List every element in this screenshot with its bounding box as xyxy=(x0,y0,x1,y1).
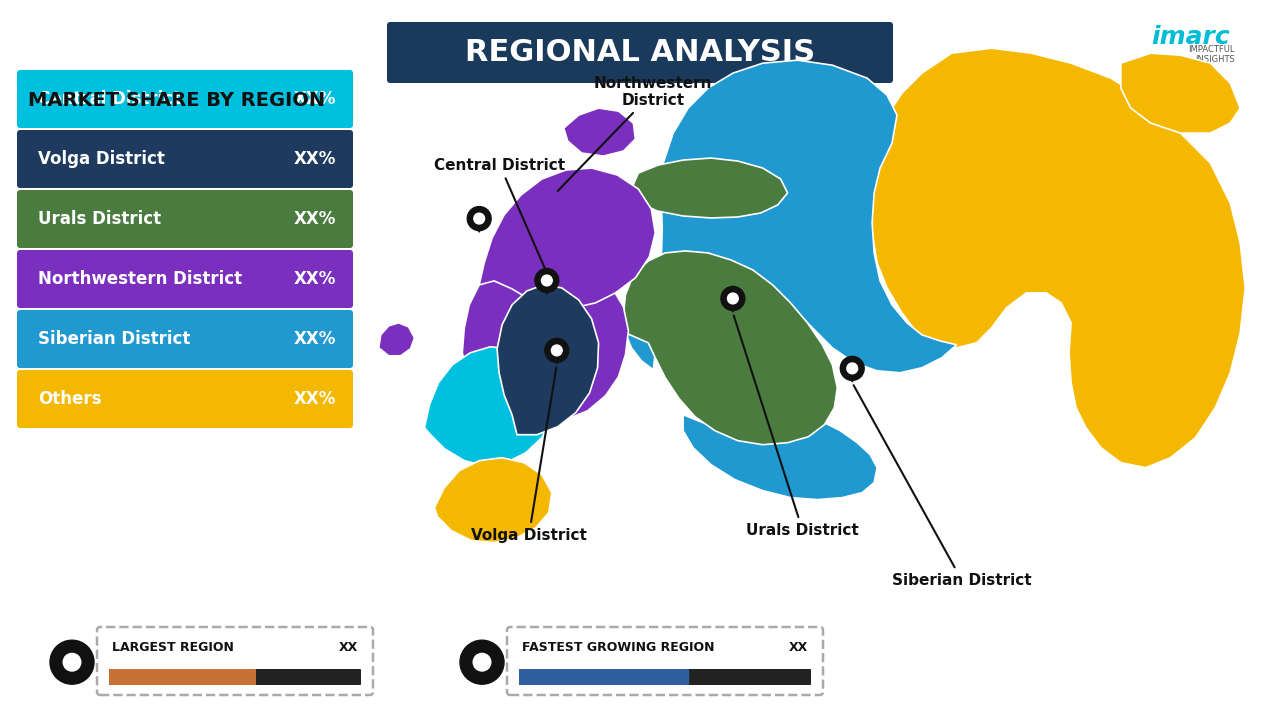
Polygon shape xyxy=(548,351,566,365)
FancyBboxPatch shape xyxy=(17,310,353,368)
Text: Central District: Central District xyxy=(434,158,566,270)
Circle shape xyxy=(847,363,858,374)
Polygon shape xyxy=(684,408,877,500)
Text: XX%: XX% xyxy=(293,90,335,108)
Circle shape xyxy=(474,213,485,224)
Circle shape xyxy=(50,640,93,684)
Text: XX%: XX% xyxy=(293,150,335,168)
FancyBboxPatch shape xyxy=(518,669,689,685)
FancyBboxPatch shape xyxy=(17,130,353,188)
Polygon shape xyxy=(470,220,489,233)
Circle shape xyxy=(721,287,745,310)
Polygon shape xyxy=(538,282,557,295)
Polygon shape xyxy=(631,158,787,218)
Text: MARKET SHARE BY REGION: MARKET SHARE BY REGION xyxy=(28,91,325,109)
Circle shape xyxy=(541,275,552,286)
Text: IMPACTFUL
INSIGHTS: IMPACTFUL INSIGHTS xyxy=(1189,45,1235,64)
FancyBboxPatch shape xyxy=(109,669,256,685)
Polygon shape xyxy=(467,665,498,682)
Text: Central District: Central District xyxy=(38,90,182,108)
Polygon shape xyxy=(872,48,1245,468)
Polygon shape xyxy=(563,108,635,156)
FancyBboxPatch shape xyxy=(387,22,893,83)
Text: REGIONAL ANALYSIS: REGIONAL ANALYSIS xyxy=(465,38,815,67)
Text: XX: XX xyxy=(788,641,808,654)
Circle shape xyxy=(474,654,490,671)
FancyBboxPatch shape xyxy=(17,70,353,128)
Text: XX%: XX% xyxy=(293,390,335,408)
Circle shape xyxy=(552,345,562,356)
Polygon shape xyxy=(462,255,628,423)
Polygon shape xyxy=(723,300,742,313)
Circle shape xyxy=(545,338,568,362)
Circle shape xyxy=(840,356,864,380)
Text: Siberian District: Siberian District xyxy=(854,385,1032,588)
Circle shape xyxy=(727,293,739,304)
Polygon shape xyxy=(434,458,552,543)
Text: Others: Others xyxy=(38,390,101,408)
Text: Siberian District: Siberian District xyxy=(38,330,191,348)
Polygon shape xyxy=(379,323,415,356)
Polygon shape xyxy=(623,251,837,445)
Polygon shape xyxy=(623,60,956,373)
Text: Volga District: Volga District xyxy=(38,150,165,168)
Text: XX%: XX% xyxy=(293,210,335,228)
Text: XX%: XX% xyxy=(293,270,335,288)
FancyBboxPatch shape xyxy=(97,627,372,695)
Circle shape xyxy=(460,640,504,684)
Polygon shape xyxy=(425,347,554,466)
Circle shape xyxy=(63,654,81,671)
Polygon shape xyxy=(56,665,87,682)
Polygon shape xyxy=(1121,53,1240,133)
Polygon shape xyxy=(842,369,861,383)
Text: FASTEST GROWING REGION: FASTEST GROWING REGION xyxy=(522,641,714,654)
Text: Urals District: Urals District xyxy=(733,315,859,538)
Text: Northwestern District: Northwestern District xyxy=(38,270,242,288)
Text: XX%: XX% xyxy=(293,330,335,348)
FancyBboxPatch shape xyxy=(507,627,823,695)
Text: imarc: imarc xyxy=(1151,25,1230,49)
FancyBboxPatch shape xyxy=(17,190,353,248)
FancyBboxPatch shape xyxy=(518,669,812,685)
Circle shape xyxy=(467,207,492,230)
Text: LARGEST REGION: LARGEST REGION xyxy=(113,641,234,654)
FancyBboxPatch shape xyxy=(17,370,353,428)
Polygon shape xyxy=(479,168,655,308)
FancyBboxPatch shape xyxy=(17,250,353,308)
Circle shape xyxy=(535,269,559,292)
Polygon shape xyxy=(497,285,599,435)
Text: Northwestern
District: Northwestern District xyxy=(558,76,713,191)
Text: Volga District: Volga District xyxy=(471,367,586,543)
Text: XX: XX xyxy=(339,641,358,654)
Text: Urals District: Urals District xyxy=(38,210,161,228)
FancyBboxPatch shape xyxy=(109,669,361,685)
